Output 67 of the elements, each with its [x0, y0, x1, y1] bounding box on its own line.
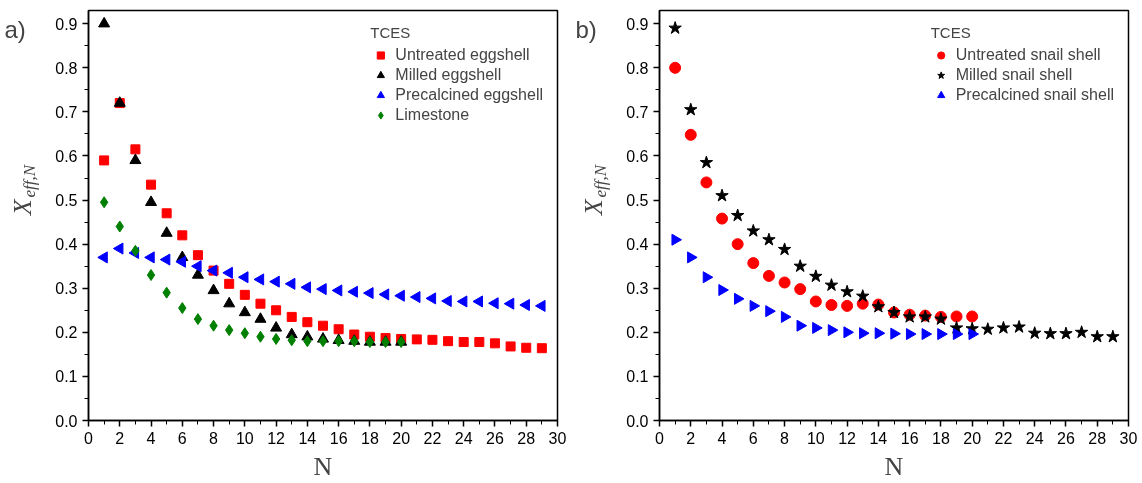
y-tick-label: 0.0	[55, 412, 78, 430]
x-tick-label: 14	[869, 429, 888, 447]
x-tick-label: 12	[838, 429, 857, 447]
chart-title: a)	[4, 15, 26, 43]
x-tick-label: 30	[1119, 429, 1138, 447]
x-tick-label: 18	[361, 429, 379, 447]
y-tick-label: 0.9	[55, 15, 78, 33]
y-tick-label: 0.3	[626, 280, 649, 298]
y-tick-label: 0.5	[626, 192, 649, 210]
y-tick-label: 0.1	[626, 368, 649, 386]
legend-label: Milled snail shell	[955, 66, 1073, 84]
x-tick-label: 2	[686, 429, 696, 447]
legend-label: Milled eggshell	[395, 66, 502, 84]
x-tick-label: 16	[329, 429, 348, 447]
legend-title: TCES	[370, 24, 412, 41]
x-tick-label: 22	[423, 429, 442, 447]
legend-title: TCES	[930, 24, 972, 41]
x-tick-label: 4	[146, 429, 156, 447]
legend-label: Precalcined eggshell	[395, 86, 543, 104]
x-tick-label: 26	[1057, 429, 1075, 447]
y-tick-label: 0.9	[626, 15, 649, 33]
y-tick-label: 0.2	[626, 324, 649, 342]
x-tick-label: 22	[994, 429, 1013, 447]
y-tick-label: 0.7	[55, 103, 78, 121]
x-tick-label: 4	[717, 429, 727, 447]
x-tick-label: 28	[1088, 429, 1107, 447]
y-tick-label: 0.0	[626, 412, 649, 430]
x-tick-label: 10	[235, 429, 254, 447]
x-tick-label: 6	[177, 429, 187, 447]
x-tick-label: 16	[900, 429, 919, 447]
x-tick-label: 20	[392, 429, 411, 447]
x-axis-title: N	[884, 451, 904, 481]
x-tick-label: 8	[780, 429, 790, 447]
x-axis-title: N	[313, 451, 333, 481]
x-tick-label: 12	[267, 429, 286, 447]
legend-label: Precalcined snail shell	[955, 86, 1114, 104]
x-tick-label: 20	[963, 429, 982, 447]
x-tick-label: 24	[1025, 429, 1044, 447]
x-tick-label: 14	[298, 429, 317, 447]
legend-label: Limestone	[395, 106, 470, 124]
y-tick-label: 0.4	[55, 236, 78, 254]
x-tick-label: 18	[932, 429, 950, 447]
y-axis-title: Xeff,N	[8, 163, 39, 217]
y-tick-label: 0.6	[626, 147, 649, 165]
y-tick-label: 0.6	[55, 147, 78, 165]
y-tick-label: 0.7	[626, 103, 649, 121]
x-tick-label: 28	[517, 429, 536, 447]
chart-title: b)	[575, 15, 597, 43]
y-tick-label: 0.4	[626, 236, 649, 254]
legend-label: Untreated eggshell	[395, 46, 530, 64]
x-tick-label: 2	[115, 429, 125, 447]
x-tick-label: 10	[806, 429, 825, 447]
x-tick-label: 26	[486, 429, 504, 447]
x-tick-label: 30	[548, 429, 567, 447]
x-tick-label: 0	[84, 429, 94, 447]
x-tick-label: 8	[209, 429, 219, 447]
y-tick-label: 0.1	[55, 368, 78, 386]
y-tick-label: 0.8	[55, 59, 78, 77]
y-tick-label: 0.5	[55, 192, 78, 210]
y-tick-label: 0.8	[626, 59, 649, 77]
legend-label: Untreated snail shell	[955, 46, 1101, 64]
y-tick-label: 0.2	[55, 324, 78, 342]
x-tick-label: 0	[655, 429, 665, 447]
y-axis-title: Xeff,N	[579, 163, 610, 217]
x-tick-label: 6	[748, 429, 758, 447]
y-tick-label: 0.3	[55, 280, 78, 298]
x-tick-label: 24	[454, 429, 473, 447]
